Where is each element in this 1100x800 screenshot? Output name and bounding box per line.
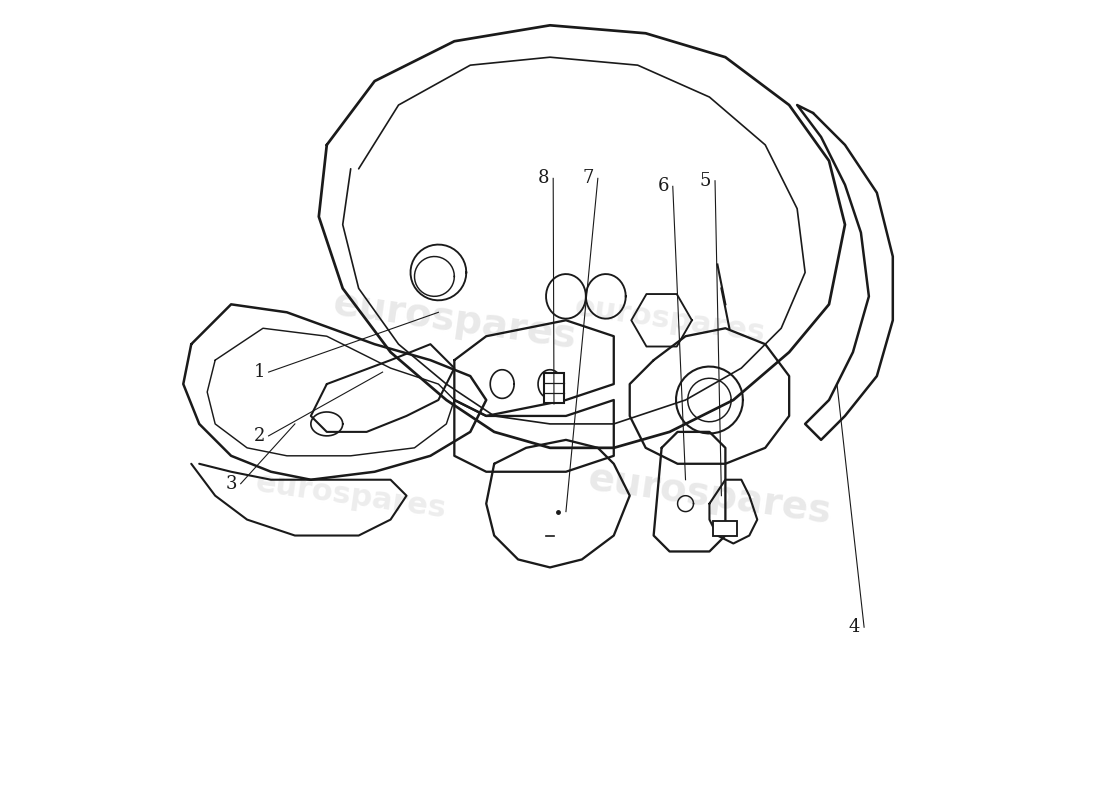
Text: 1: 1: [253, 363, 265, 381]
Text: 3: 3: [226, 474, 236, 493]
Text: 7: 7: [583, 170, 594, 187]
Text: eurospares: eurospares: [585, 460, 834, 531]
Text: 8: 8: [538, 170, 549, 187]
Text: eurospares: eurospares: [253, 468, 448, 523]
Text: eurospares: eurospares: [572, 293, 767, 348]
Text: eurospares: eurospares: [330, 284, 579, 356]
Text: 6: 6: [658, 178, 669, 195]
Text: 5: 5: [700, 172, 711, 190]
Text: 2: 2: [253, 427, 265, 445]
Text: 4: 4: [849, 618, 860, 636]
Bar: [714, 521, 737, 535]
Bar: [544, 373, 564, 403]
